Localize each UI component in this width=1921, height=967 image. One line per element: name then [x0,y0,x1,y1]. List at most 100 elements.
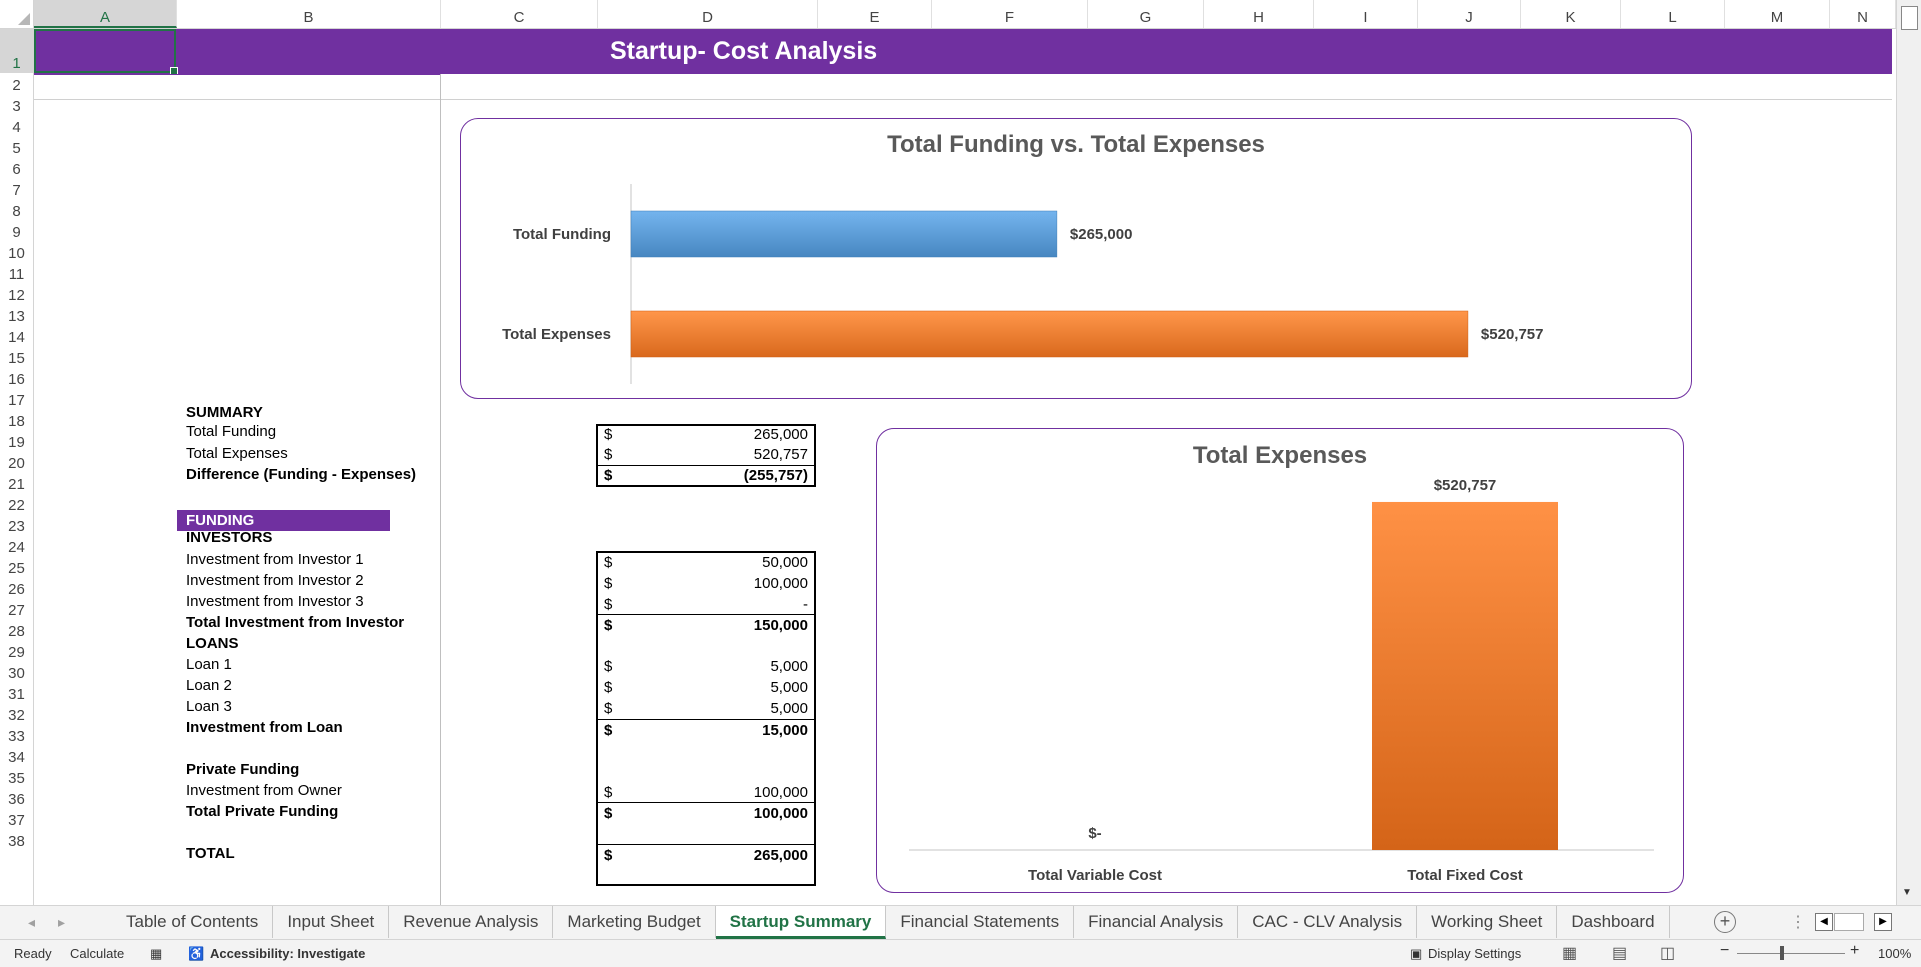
display-settings-icon[interactable]: ▣ [1410,946,1423,961]
vertical-scrollbar[interactable]: ▼ [1896,0,1921,905]
row-header-10[interactable]: 10 [8,245,25,262]
total-expenses-chart[interactable]: Total Expenses $- Total Variable Cost $520… [876,428,1684,893]
scroll-down-icon[interactable]: ▼ [1902,887,1912,898]
active-cell-a1[interactable] [34,29,178,75]
column-header-c[interactable]: C [441,0,598,28]
row-header-7[interactable]: 7 [12,182,21,199]
add-sheet-icon[interactable]: + [1714,911,1736,933]
accessibility-icon[interactable]: ♿ [188,946,205,961]
row-header-1[interactable]: 1 [0,29,33,73]
zoom-slider-thumb[interactable] [1780,946,1784,960]
row-header-8[interactable]: 8 [12,203,21,220]
row-header-16[interactable]: 16 [8,371,25,388]
row-header-2[interactable]: 2 [12,77,21,94]
row-header-17[interactable]: 17 [8,392,25,409]
row-header-18[interactable]: 18 [8,413,25,430]
page-break-icon[interactable]: ◫ [1660,945,1676,962]
sheet-tab-dashboard[interactable]: Dashboard [1557,906,1670,938]
row-header-37[interactable]: 37 [8,812,25,829]
zoom-in-icon[interactable]: + [1850,942,1860,959]
row-header-11[interactable]: 11 [8,266,25,283]
row-header-38[interactable]: 38 [8,833,25,850]
sheet-tab-financial-analysis[interactable]: Financial Analysis [1074,906,1239,938]
loan3-value-cell[interactable]: $5,000 [596,700,816,720]
column-header-k[interactable]: K [1521,0,1621,28]
scroll-tabs-left-icon[interactable]: ◀ [1815,913,1833,931]
column-header-a[interactable]: A [34,0,177,28]
column-header-f[interactable]: F [932,0,1088,28]
row-header-23[interactable]: 23 [8,518,25,535]
sheet-tab-startup-summary[interactable]: Startup Summary [715,906,887,939]
column-header-g[interactable]: G [1088,0,1204,28]
calculate-button[interactable]: Calculate [70,946,125,961]
investor3-value-cell[interactable]: $ - [596,596,816,616]
row-header-33[interactable]: 33 [8,728,25,745]
row-header-13[interactable]: 13 [8,308,25,325]
sheet-tab-cac-clv-analysis[interactable]: CAC - CLV Analysis [1238,906,1418,938]
row-header-15[interactable]: 15 [8,350,25,367]
row-header-5[interactable]: 5 [12,140,21,157]
difference-value-cell[interactable]: $ (255,757) [596,467,816,487]
column-header-e[interactable]: E [818,0,932,28]
more-options-icon[interactable]: ⋮ [1790,914,1806,931]
row-header-30[interactable]: 30 [8,665,25,682]
row-header-9[interactable]: 9 [12,224,21,241]
row-header-14[interactable]: 14 [8,329,25,346]
row-header-36[interactable]: 36 [8,791,25,808]
private-total-value-cell[interactable]: $100,000 [596,805,816,825]
column-header-n[interactable]: N [1830,0,1896,28]
column-header-d[interactable]: D [598,0,818,28]
zoom-out-icon[interactable]: − [1720,942,1730,959]
sheet-tab-marketing-budget[interactable]: Marketing Budget [553,906,716,938]
sheet-tab-input-sheet[interactable]: Input Sheet [273,906,390,938]
row-header-28[interactable]: 28 [8,623,25,640]
prev-sheet-icon[interactable]: ◂ [28,914,36,930]
investor1-value-cell[interactable]: $50,000 [596,554,816,574]
next-sheet-icon[interactable]: ▸ [58,914,66,930]
loan-total-value-cell[interactable]: $15,000 [596,722,816,742]
select-all-button[interactable] [0,0,34,28]
funding-vs-expenses-chart[interactable]: Total Funding vs. Total Expenses Total F… [460,118,1692,399]
column-header-i[interactable]: I [1314,0,1418,28]
column-header-h[interactable]: H [1204,0,1314,28]
sheet-tab-financial-statements[interactable]: Financial Statements [886,906,1075,938]
row-header-20[interactable]: 20 [8,455,25,472]
loan1-value-cell[interactable]: $5,000 [596,658,816,678]
row-header-31[interactable]: 31 [8,686,25,703]
horizontal-scroll-thumb[interactable] [1834,913,1864,931]
column-header-j[interactable]: J [1418,0,1521,28]
sheet-tab-working-sheet[interactable]: Working Sheet [1417,906,1558,938]
row-header-27[interactable]: 27 [8,602,25,619]
column-header-m[interactable]: M [1725,0,1830,28]
row-header-24[interactable]: 24 [8,539,25,556]
zoom-level[interactable]: 100% [1878,946,1912,961]
loan2-value-cell[interactable]: $5,000 [596,679,816,699]
scroll-thumb[interactable] [1901,6,1918,30]
row-header-26[interactable]: 26 [8,581,25,598]
total-funding-value-cell[interactable]: $265,000 [596,426,816,446]
column-header-l[interactable]: L [1621,0,1725,28]
normal-view-icon[interactable]: ▦ [1562,945,1578,962]
sheet-tab-table-of-contents[interactable]: Table of Contents [112,906,274,938]
macro-icon[interactable]: ▦ [150,946,163,961]
total-investor-value-cell[interactable]: $150,000 [596,617,816,637]
page-layout-icon[interactable]: ▤ [1612,945,1628,962]
sheet-tab-revenue-analysis[interactable]: Revenue Analysis [389,906,554,938]
row-header-32[interactable]: 32 [8,707,25,724]
row-header-19[interactable]: 19 [8,434,25,451]
total-expenses-value-cell[interactable]: $520,757 [596,446,816,466]
row-header-22[interactable]: 22 [8,497,25,514]
row-header-21[interactable]: 21 [8,476,25,493]
row-header-6[interactable]: 6 [12,161,21,178]
scroll-tabs-right-icon[interactable]: ▶ [1874,913,1892,931]
row-header-29[interactable]: 29 [8,644,25,661]
row-header-25[interactable]: 25 [8,560,25,577]
investor2-value-cell[interactable]: $100,000 [596,575,816,595]
zoom-slider[interactable] [1737,953,1845,954]
column-header-b[interactable]: B [177,0,441,28]
row-header-12[interactable]: 12 [8,287,25,304]
row-header-34[interactable]: 34 [8,749,25,766]
row-header-3[interactable]: 3 [12,98,21,115]
owner-value-cell[interactable]: $100,000 [596,784,816,804]
row-header-35[interactable]: 35 [8,770,25,787]
